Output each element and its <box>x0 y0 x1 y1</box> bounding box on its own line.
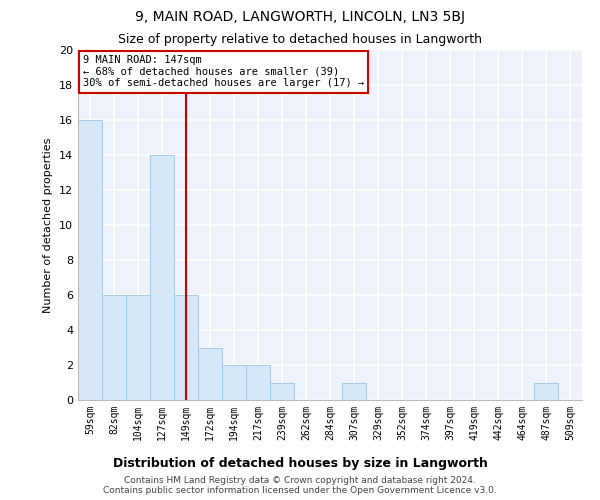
Bar <box>534 382 558 400</box>
Text: 9, MAIN ROAD, LANGWORTH, LINCOLN, LN3 5BJ: 9, MAIN ROAD, LANGWORTH, LINCOLN, LN3 5B… <box>135 10 465 24</box>
Bar <box>342 382 366 400</box>
Text: Contains HM Land Registry data © Crown copyright and database right 2024.
Contai: Contains HM Land Registry data © Crown c… <box>103 476 497 495</box>
Bar <box>198 348 222 400</box>
Text: Size of property relative to detached houses in Langworth: Size of property relative to detached ho… <box>118 32 482 46</box>
Bar <box>126 295 150 400</box>
Bar <box>174 295 198 400</box>
Y-axis label: Number of detached properties: Number of detached properties <box>43 138 53 312</box>
Bar <box>270 382 294 400</box>
Bar <box>102 295 126 400</box>
Text: Distribution of detached houses by size in Langworth: Distribution of detached houses by size … <box>113 458 487 470</box>
Bar <box>78 120 102 400</box>
Text: 9 MAIN ROAD: 147sqm
← 68% of detached houses are smaller (39)
30% of semi-detach: 9 MAIN ROAD: 147sqm ← 68% of detached ho… <box>83 55 364 88</box>
Bar <box>246 365 270 400</box>
Bar <box>150 155 174 400</box>
Bar <box>222 365 246 400</box>
